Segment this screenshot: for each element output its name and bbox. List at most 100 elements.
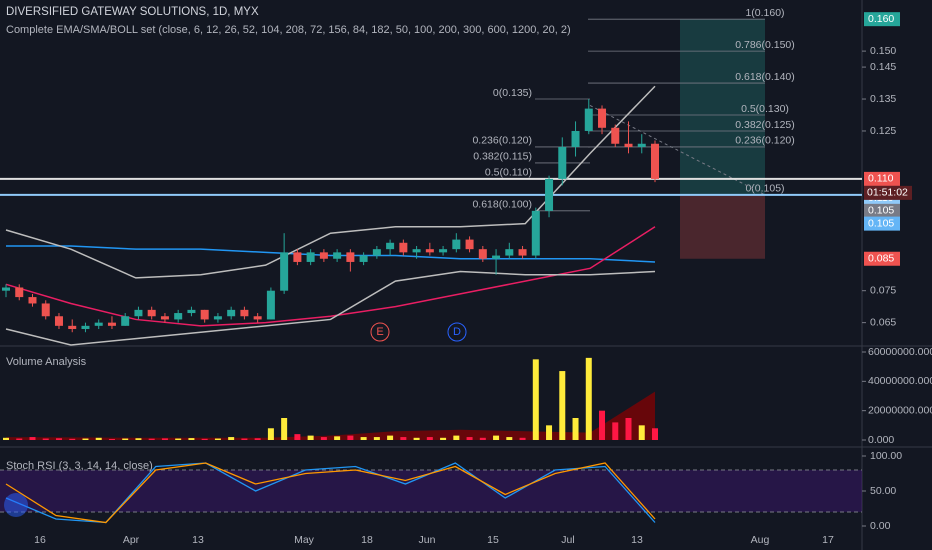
- candle-body: [425, 249, 434, 253]
- volume-bar: [175, 438, 182, 440]
- countdown: 01:51:02: [867, 187, 908, 199]
- volume-bar: [493, 435, 500, 440]
- candle-body: [584, 108, 593, 131]
- ma-line: [5, 270, 656, 346]
- volume-bar: [572, 418, 579, 440]
- y-tick-label: 0.135: [870, 93, 896, 105]
- volume-bar: [334, 436, 341, 440]
- y-tick-label: 0.125: [870, 125, 896, 137]
- y-tick-label: 20000000.000: [868, 404, 932, 416]
- fib-label: 0.786(0.150): [735, 39, 795, 51]
- candle-body: [505, 249, 514, 256]
- x-tick-label: 13: [192, 534, 204, 546]
- x-tick-label: Jul: [561, 534, 574, 546]
- event-marker: [370, 322, 390, 342]
- fib-label: 0.236(0.120): [735, 135, 795, 147]
- volume-bar: [453, 435, 460, 440]
- x-tick-label: Aug: [751, 534, 770, 546]
- candle-body: [399, 242, 408, 253]
- volume-bar: [214, 438, 221, 440]
- candle-body: [160, 316, 169, 320]
- volume-bar: [625, 418, 632, 440]
- volume-bar: [585, 357, 592, 440]
- trend-line: [589, 104, 766, 196]
- fib-label: 0.618(0.140): [735, 71, 795, 83]
- candle-body: [200, 309, 209, 320]
- volume-bar: [69, 438, 76, 440]
- countdown-bg: [864, 185, 912, 200]
- price-tag: [864, 251, 900, 266]
- volume-bar: [652, 428, 658, 440]
- candle-body: [15, 287, 24, 298]
- volume-bar: [228, 437, 235, 440]
- candle-body: [54, 316, 63, 326]
- candle-body: [174, 313, 183, 320]
- candle-body: [346, 252, 355, 262]
- x-tick-label: 15: [487, 534, 499, 546]
- volume-bar: [188, 438, 195, 440]
- candle-body: [637, 143, 646, 147]
- price-tag-label: 0.110: [868, 173, 894, 185]
- candle-body: [107, 322, 116, 326]
- candle-body: [2, 287, 10, 291]
- volume-bar: [254, 438, 261, 440]
- volume-bar: [638, 425, 645, 440]
- volume-bar: [55, 438, 62, 440]
- y-tick-label: 0.145: [870, 61, 896, 73]
- fib-label: 0.236(0.120): [472, 135, 532, 147]
- ma-line: [5, 226, 656, 327]
- candle-body: [611, 127, 620, 144]
- fib-label: 0.5(0.110): [485, 167, 532, 179]
- fib-label: 0(0.135): [493, 87, 532, 99]
- volume-bar: [413, 437, 420, 440]
- stoch-line: [5, 462, 656, 524]
- candle-body: [372, 249, 381, 256]
- event-marker: [447, 322, 467, 342]
- volume-bar: [387, 435, 394, 440]
- price-tag: [864, 12, 900, 27]
- volume-bar: [360, 437, 367, 440]
- volume-bar: [294, 434, 301, 440]
- volume-bar: [373, 437, 380, 440]
- y-tick-label: 50.00: [870, 485, 896, 497]
- candle-body: [253, 316, 262, 320]
- candle-body: [531, 210, 540, 256]
- candle-body: [227, 309, 236, 317]
- volume-bar: [95, 437, 102, 440]
- y-tick-label: 0.000: [868, 434, 894, 446]
- price-tag: [864, 171, 900, 186]
- y-tick-label: 100.00: [870, 450, 902, 462]
- target-zone: [680, 19, 765, 195]
- volume-bar: [519, 437, 526, 440]
- candle-body: [545, 178, 554, 211]
- chart-title: DIVERSIFIED GATEWAY SOLUTIONS, 1D, MYX: [6, 6, 259, 18]
- event-label: E: [376, 326, 383, 338]
- volume-bar: [599, 410, 606, 440]
- volume-bar: [201, 438, 208, 440]
- volume-bar: [546, 425, 553, 440]
- candle-body: [121, 316, 130, 326]
- volume-bar: [347, 435, 354, 440]
- volume-bar: [532, 359, 539, 440]
- candle-body: [478, 249, 487, 259]
- candle-body: [94, 322, 103, 326]
- volume-bar: [135, 438, 142, 440]
- fib-label: 0.5(0.130): [741, 103, 789, 115]
- price-tag: [864, 216, 900, 231]
- volume-bar: [241, 438, 248, 440]
- x-tick-label: 17: [822, 534, 834, 546]
- candle-body: [187, 309, 196, 314]
- volume-bar: [426, 437, 433, 440]
- price-tag-label: 0.085: [868, 253, 894, 265]
- volume-bar: [612, 422, 619, 440]
- volume-bar: [466, 437, 473, 440]
- candle-body: [333, 252, 342, 259]
- stop-zone: [680, 194, 765, 259]
- candle-body: [213, 316, 222, 320]
- volume-bar: [307, 435, 314, 440]
- candle-body: [598, 108, 607, 128]
- candle-body: [68, 325, 77, 330]
- candle-body: [651, 143, 659, 179]
- candle-body: [147, 309, 156, 317]
